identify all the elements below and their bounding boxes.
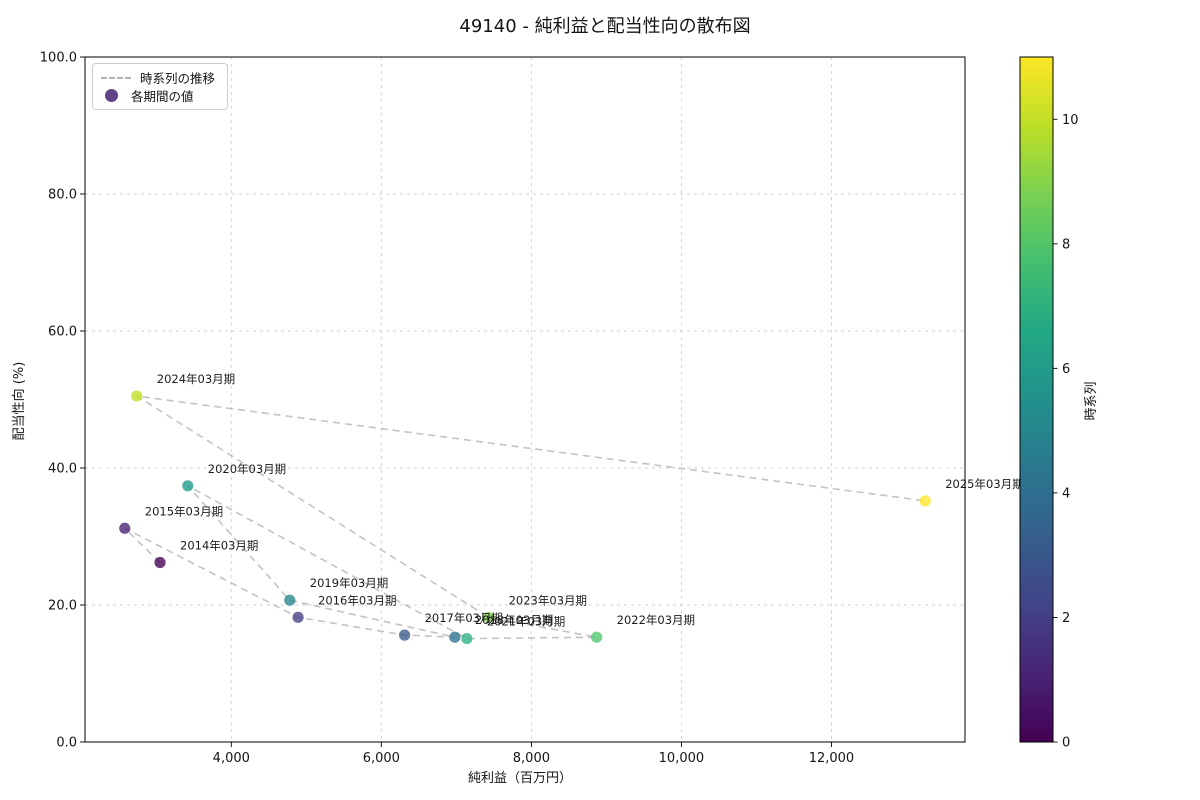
scatter-point [119, 522, 131, 534]
point-annotation: 2019年03月期 [310, 576, 388, 590]
scatter-point [919, 495, 931, 507]
x-tick-label: 4,000 [213, 751, 250, 766]
scatter-marker-swatch [105, 89, 118, 102]
time-series-trail [124, 395, 926, 640]
colorbar-tick-label: 10 [1062, 113, 1079, 128]
point-annotation: 2016年03月期 [318, 593, 396, 607]
y-tick-label: 20.0 [48, 599, 77, 614]
point-annotation: 2017年03月期 [425, 611, 503, 625]
legend-item-trail: 時系列の推移 [101, 69, 219, 86]
colorbar-label: 時系列 [1084, 381, 1099, 421]
x-tick-label: 8,000 [513, 751, 550, 766]
scatter-point [182, 480, 194, 492]
colorbar-tick-label: 8 [1062, 237, 1070, 252]
y-tick-label: 40.0 [48, 462, 77, 477]
x-axis-label: 純利益（百万円） [467, 771, 572, 786]
x-tick-label: 12,000 [809, 751, 855, 766]
colorbar [1019, 56, 1054, 743]
legend-trail-label: 時系列の推移 [140, 71, 216, 86]
scatter-point [292, 611, 304, 623]
scatter-point [461, 632, 473, 645]
colorbar-tick-label: 4 [1062, 486, 1070, 501]
x-tick-label: 6,000 [363, 751, 400, 766]
point-annotation: 2014年03月期 [180, 539, 258, 553]
y-tick-label: 0.0 [56, 736, 77, 751]
y-axis-label: 配当性向 (%) [12, 361, 27, 441]
chart-title: 49140 - 純利益と配当性向の散布図 [459, 16, 751, 37]
scatter-point [131, 390, 143, 402]
scatter-point [398, 629, 411, 641]
legend: 時系列の推移 各期間の値 [92, 63, 228, 110]
scatter-point [154, 556, 166, 569]
scatter-point [449, 631, 461, 643]
scatter-point [284, 594, 296, 606]
point-annotation: 2021年03月期 [487, 615, 565, 629]
scatter-point [591, 631, 603, 643]
point-annotation: 2025年03月期 [945, 477, 1023, 491]
y-tick-label: 100.0 [40, 51, 77, 66]
point-annotation: 2022年03月期 [617, 613, 695, 627]
legend-point-label: 各期間の値 [131, 89, 194, 104]
x-tick-label: 10,000 [659, 751, 705, 766]
y-tick-label: 60.0 [48, 325, 77, 340]
point-annotation: 2024年03月期 [157, 372, 235, 386]
scatter-point [483, 611, 495, 623]
dashed-line-swatch [101, 76, 131, 79]
y-tick-label: 80.0 [48, 188, 77, 203]
point-annotation: 2020年03月期 [208, 462, 286, 476]
colorbar-tick-label: 6 [1062, 362, 1070, 377]
legend-item-point: 各期間の値 [101, 87, 219, 104]
colorbar-tick-label: 2 [1062, 611, 1070, 626]
point-annotation: 2023年03月期 [509, 593, 587, 607]
point-annotation: 2018年03月期 [475, 613, 553, 627]
axes-spines [84, 56, 966, 743]
point-annotation: 2015年03月期 [145, 504, 223, 518]
colorbar-tick-label: 0 [1062, 736, 1070, 751]
